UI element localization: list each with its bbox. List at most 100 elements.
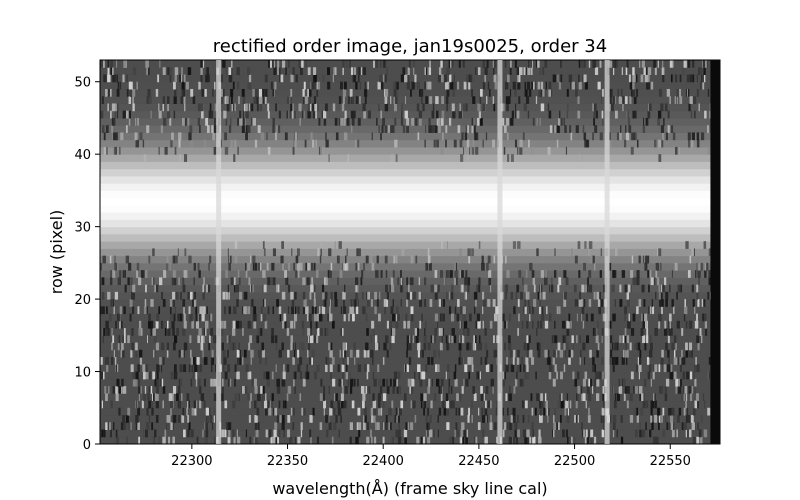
noise-streak	[507, 96, 511, 104]
rectified-order-image	[100, 60, 720, 445]
noise-streak	[221, 378, 224, 387]
noise-streak	[152, 393, 156, 402]
noise-streak	[196, 436, 199, 445]
noise-streak	[407, 67, 410, 75]
noise-streak	[219, 74, 223, 83]
noise-streak	[325, 139, 329, 148]
noise-streak	[439, 342, 443, 351]
noise-streak	[654, 139, 657, 148]
noise-streak	[454, 262, 456, 271]
noise-streak	[112, 299, 115, 307]
noise-streak	[277, 60, 280, 68]
noise-streak	[294, 436, 297, 445]
noise-streak	[167, 67, 170, 75]
noise-streak	[284, 132, 288, 141]
noise-streak	[519, 378, 523, 387]
noise-streak	[557, 74, 559, 83]
noise-streak	[434, 125, 438, 133]
noise-streak	[593, 110, 597, 119]
noise-streak	[358, 429, 361, 438]
noise-streak	[587, 277, 589, 286]
noise-streak	[282, 371, 286, 380]
noise-streak	[200, 335, 204, 344]
noise-streak	[696, 364, 700, 373]
noise-streak	[699, 67, 703, 75]
noise-streak	[483, 262, 485, 271]
noise-streak	[472, 342, 475, 351]
noise-streak	[700, 132, 705, 141]
noise-streak	[374, 291, 378, 300]
noise-streak	[291, 110, 294, 119]
noise-streak	[223, 320, 227, 329]
noise-streak	[450, 386, 453, 394]
noise-streak	[355, 306, 359, 315]
noise-streak	[389, 407, 392, 416]
noise-streak	[386, 349, 389, 358]
noise-streak	[146, 407, 149, 416]
noise-streak	[295, 132, 298, 141]
noise-streak	[417, 349, 420, 358]
noise-streak	[125, 110, 129, 119]
noise-streak	[514, 429, 517, 438]
noise-streak	[629, 81, 633, 90]
noise-streak	[212, 88, 214, 97]
noise-streak	[424, 277, 427, 286]
noise-streak	[698, 429, 702, 438]
noise-streak	[344, 349, 347, 358]
noise-streak	[118, 313, 121, 322]
noise-streak	[241, 125, 245, 133]
noise-streak	[511, 110, 514, 119]
noise-streak	[147, 88, 151, 97]
noise-streak	[114, 74, 117, 83]
noise-streak	[590, 255, 593, 264]
noise-streak	[193, 277, 195, 286]
noise-streak	[382, 117, 385, 126]
noise-streak	[456, 393, 459, 402]
noise-streak	[181, 74, 183, 83]
noise-streak	[532, 436, 536, 445]
noise-streak	[364, 96, 367, 104]
noise-streak	[402, 125, 406, 133]
noise-streak	[302, 328, 305, 336]
noise-streak	[342, 357, 345, 365]
noise-streak	[197, 117, 200, 126]
noise-streak	[635, 74, 638, 83]
noise-streak	[577, 415, 579, 423]
image-row	[100, 117, 720, 126]
noise-streak	[287, 386, 292, 394]
noise-streak	[690, 139, 694, 148]
noise-streak	[406, 291, 410, 300]
noise-streak	[385, 299, 389, 307]
noise-streak	[349, 386, 353, 394]
noise-streak	[249, 436, 252, 445]
noise-streak	[683, 407, 686, 416]
noise-streak	[524, 306, 527, 315]
noise-streak	[161, 320, 163, 329]
noise-streak	[705, 262, 709, 271]
noise-streak	[172, 270, 177, 278]
noise-streak	[328, 386, 331, 394]
noise-streak	[137, 378, 141, 387]
noise-streak	[135, 422, 139, 431]
noise-streak	[679, 96, 683, 104]
noise-streak	[279, 313, 282, 322]
noise-streak	[614, 393, 617, 402]
noise-streak	[135, 342, 137, 351]
noise-streak	[138, 386, 141, 394]
noise-streak	[309, 357, 312, 365]
noise-streak	[466, 328, 470, 336]
noise-streak	[531, 407, 534, 416]
noise-streak	[309, 415, 313, 423]
noise-streak	[162, 96, 166, 104]
noise-streak	[530, 357, 535, 365]
noise-streak	[563, 342, 566, 351]
noise-streak	[443, 277, 446, 286]
noise-streak	[527, 299, 530, 307]
noise-streak	[309, 429, 312, 438]
noise-streak	[526, 357, 528, 365]
noise-streak	[454, 306, 457, 315]
noise-streak	[542, 291, 546, 300]
noise-streak	[302, 277, 306, 286]
noise-streak	[183, 306, 185, 315]
noise-streak	[173, 81, 176, 90]
